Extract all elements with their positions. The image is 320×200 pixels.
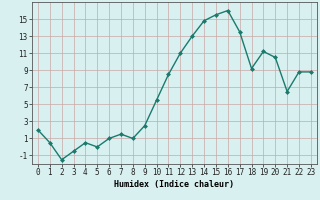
X-axis label: Humidex (Indice chaleur): Humidex (Indice chaleur) — [115, 180, 234, 189]
